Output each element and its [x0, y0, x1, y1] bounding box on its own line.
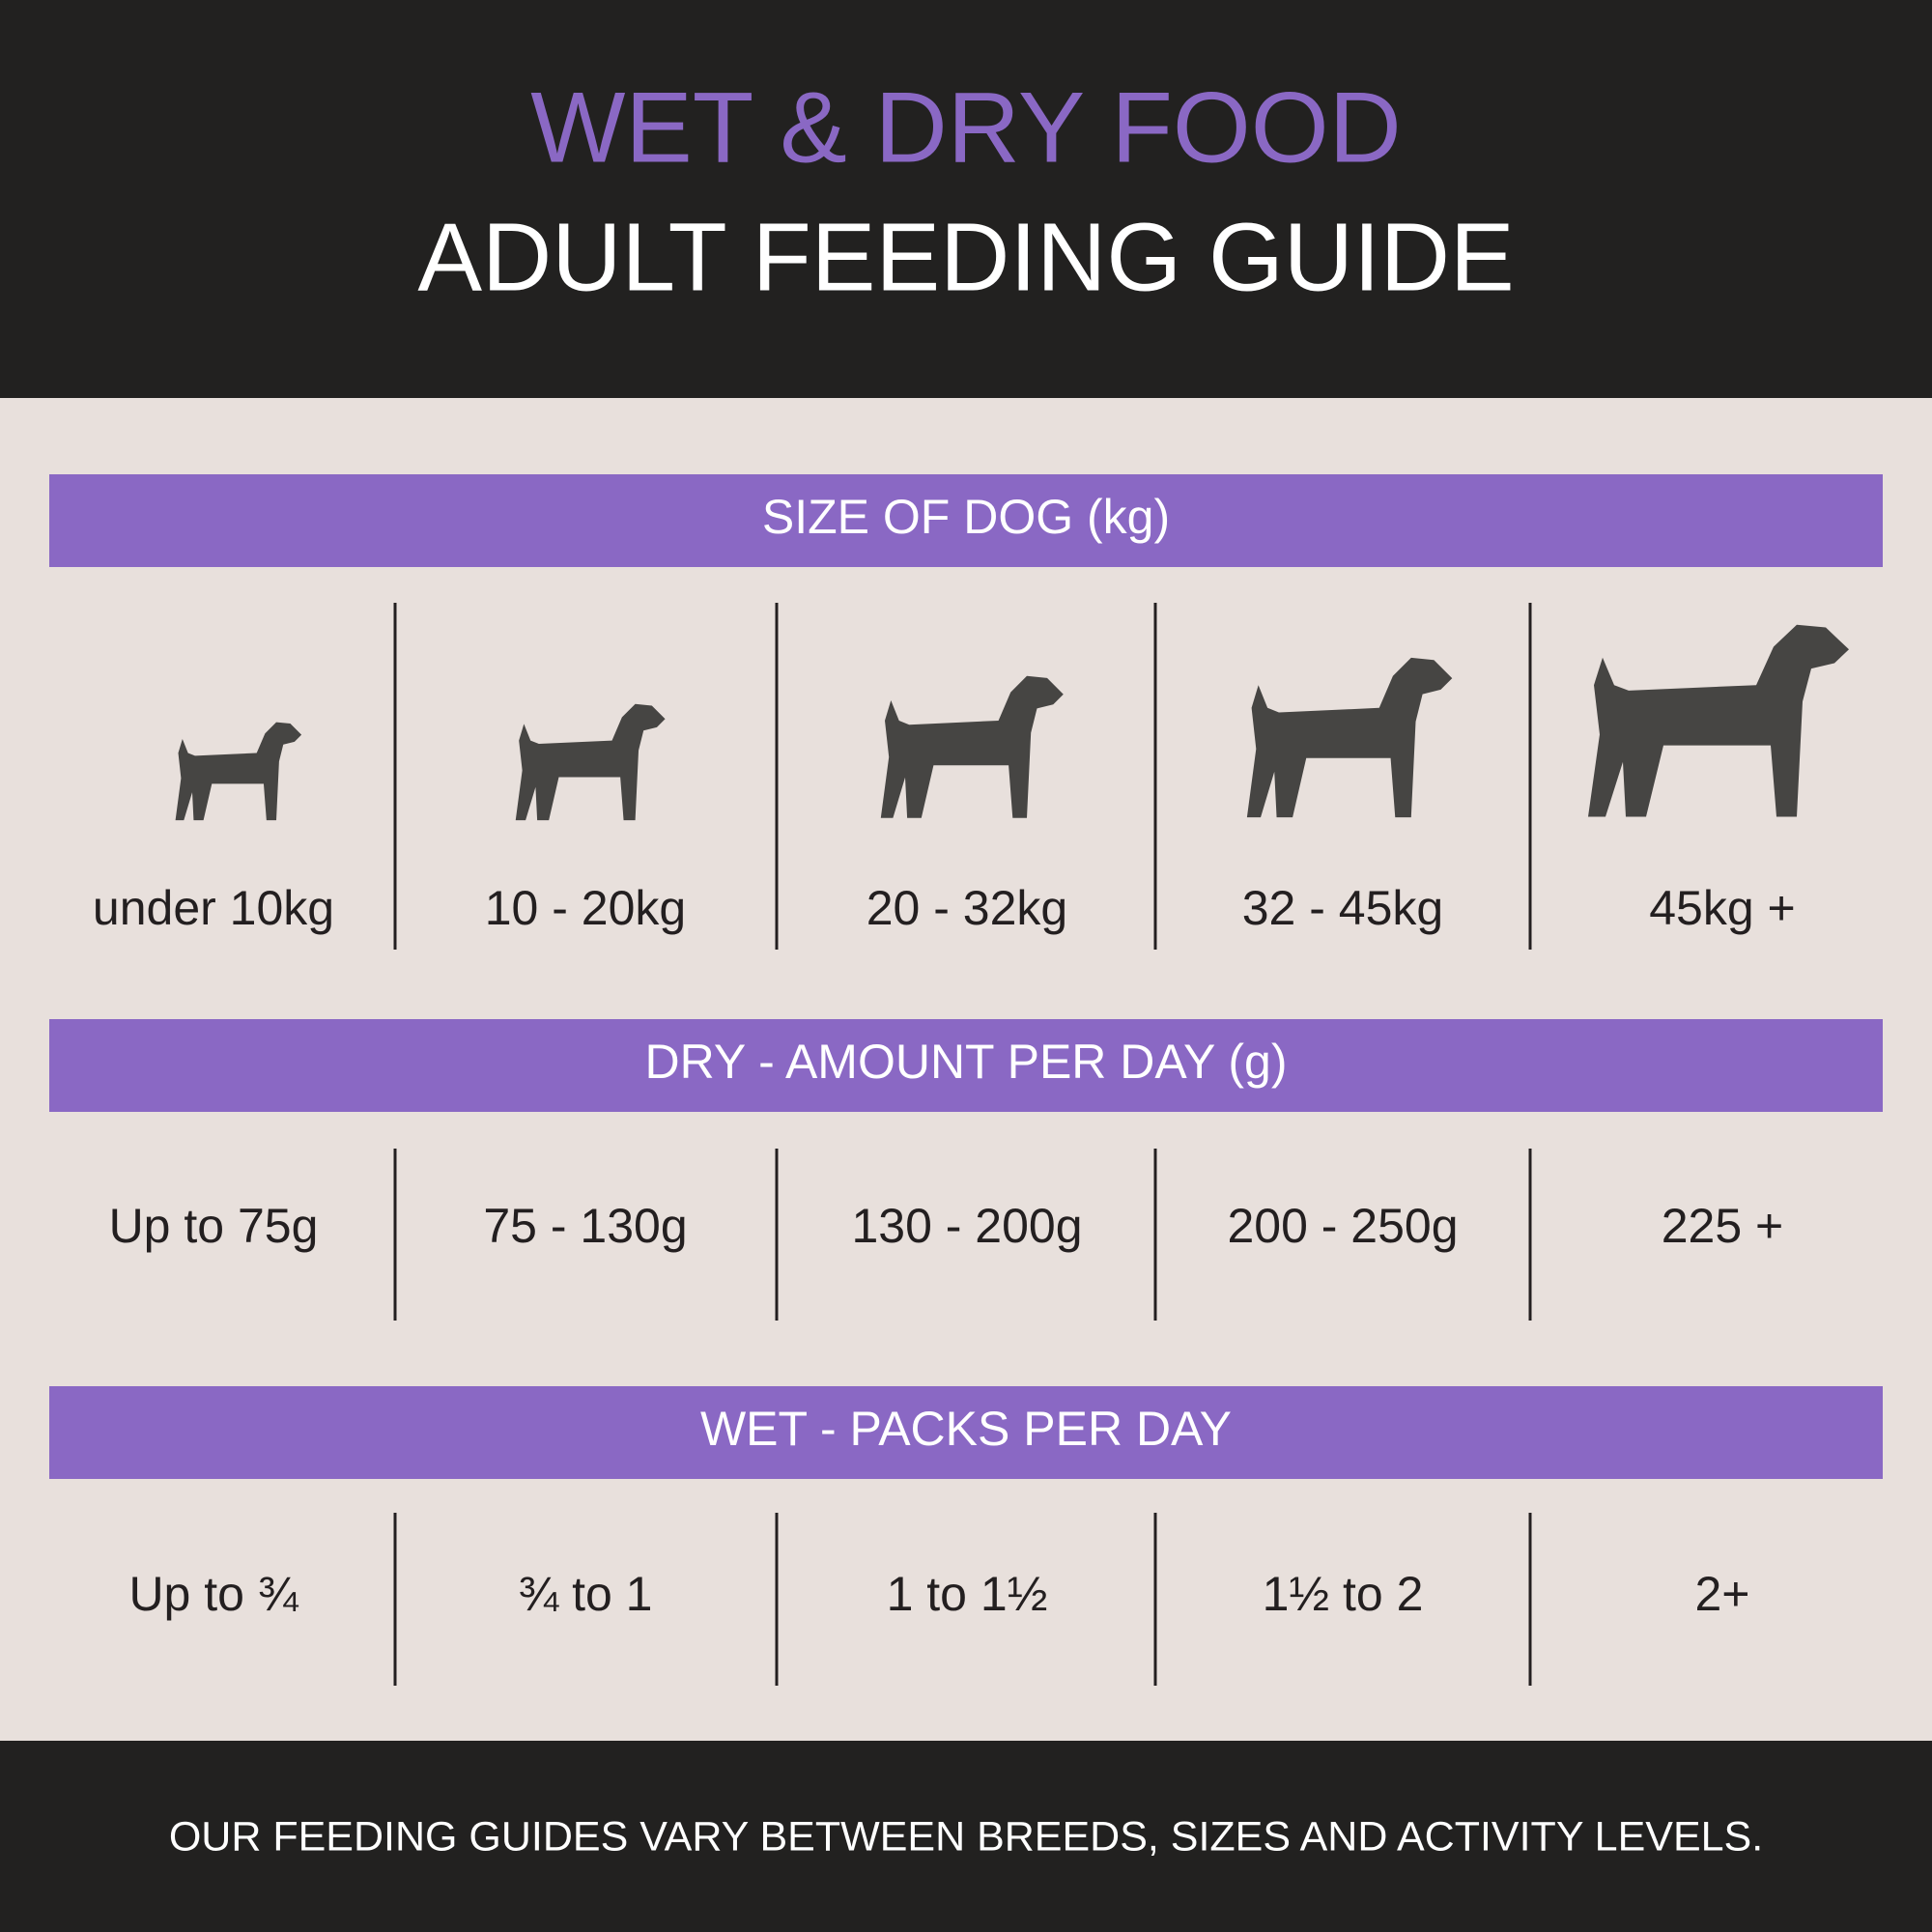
- section-heading: SIZE OF DOG (kg): [762, 490, 1170, 544]
- cell: 2+: [1694, 1567, 1749, 1621]
- section-bar: [49, 474, 1883, 567]
- cell: 225 +: [1662, 1199, 1784, 1253]
- cell: 75 - 130g: [483, 1199, 687, 1253]
- section-heading: DRY - AMOUNT PER DAY (g): [645, 1035, 1288, 1089]
- cell: Up to ¾: [128, 1567, 298, 1621]
- cell: Up to 75g: [109, 1199, 319, 1253]
- title: WET & DRY FOOD: [530, 71, 1401, 184]
- cell: 1½ to 2: [1263, 1567, 1424, 1621]
- cell: 10 - 20kg: [485, 881, 686, 935]
- cell: 32 - 45kg: [1242, 881, 1443, 935]
- footer-band: [0, 1741, 1932, 1932]
- section-bar: [49, 1019, 1883, 1112]
- header-band: [0, 0, 1932, 398]
- cell: 20 - 32kg: [867, 881, 1067, 935]
- cell: ¾ to 1: [519, 1567, 653, 1621]
- cell: 130 - 200g: [851, 1199, 1082, 1253]
- cell: 45kg +: [1649, 881, 1796, 935]
- cell: 1 to 1½: [887, 1567, 1048, 1621]
- section-heading: WET - PACKS PER DAY: [700, 1402, 1232, 1456]
- section-bar: [49, 1386, 1883, 1479]
- subtitle: ADULT FEEDING GUIDE: [417, 203, 1514, 311]
- cell: under 10kg: [93, 881, 334, 935]
- cell: 200 - 250g: [1227, 1199, 1458, 1253]
- footer-note: OUR FEEDING GUIDES VARY BETWEEN BREEDS, …: [169, 1813, 1763, 1860]
